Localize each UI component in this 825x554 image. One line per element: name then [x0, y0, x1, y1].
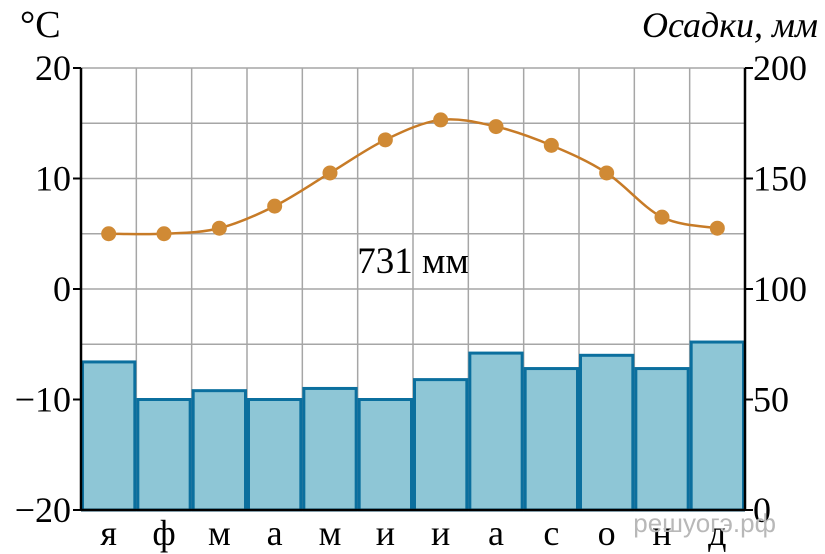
temperature-point [488, 119, 504, 135]
month-label: и [376, 513, 395, 553]
temperature-point [654, 209, 670, 225]
temperature-point [322, 165, 338, 181]
left-tick-label: −10 [15, 380, 71, 420]
temperature-point [156, 226, 172, 242]
precipitation-bar [689, 340, 746, 512]
precipitation-bar [357, 398, 413, 512]
left-tick-label: 0 [53, 269, 71, 309]
precipitation-bar [634, 367, 690, 512]
left-tick-label: 10 [35, 159, 71, 199]
right-axis-ticks: 200 150 100 50 0 [745, 48, 807, 530]
precipitation-bar [81, 360, 137, 512]
month-label: м [208, 513, 231, 553]
month-label: м [319, 513, 342, 553]
month-label: я [100, 513, 117, 553]
right-tick-label: 0 [753, 490, 771, 530]
left-tick-label: 20 [35, 48, 71, 88]
precipitation-total-annotation: 731 мм [357, 241, 469, 282]
temperature-points [101, 112, 725, 242]
temperature-point [211, 220, 227, 236]
precipitation-bar [413, 378, 469, 512]
right-tick-label: 50 [753, 380, 789, 420]
right-tick-label: 200 [753, 48, 807, 88]
precipitation-bar [523, 367, 580, 512]
temperature-point [709, 220, 725, 236]
temperature-point [433, 112, 449, 128]
precipitation-bar [468, 351, 524, 512]
right-tick-label: 100 [753, 269, 807, 309]
month-label: а [267, 513, 283, 553]
month-label: и [431, 513, 450, 553]
temperature-point [377, 132, 393, 148]
left-axis-ticks: 20 10 0 −10 −20 [15, 48, 81, 530]
month-label: о [598, 513, 616, 553]
precipitation-bar [579, 353, 635, 512]
month-label: ф [152, 513, 175, 553]
month-label: с [543, 513, 559, 553]
precipitation-bar [247, 398, 303, 512]
precipitation-bar [191, 389, 248, 512]
temperature-point [543, 137, 559, 153]
left-tick-label: −20 [15, 490, 71, 530]
month-label: н [652, 513, 671, 553]
left-axis-label: °C [20, 4, 61, 46]
temperature-point [599, 165, 615, 181]
temperature-point [267, 198, 283, 214]
right-axis-label: Осадки, мм [642, 5, 818, 45]
right-tick-label: 150 [753, 159, 807, 199]
precipitation-bar [302, 386, 358, 512]
month-label: д [708, 513, 726, 553]
watermark: решуогэ.рф [633, 508, 776, 538]
precipitation-bar [136, 398, 192, 512]
precipitation-bars [81, 340, 746, 512]
temperature-point [101, 226, 117, 242]
month-label: а [488, 513, 504, 553]
